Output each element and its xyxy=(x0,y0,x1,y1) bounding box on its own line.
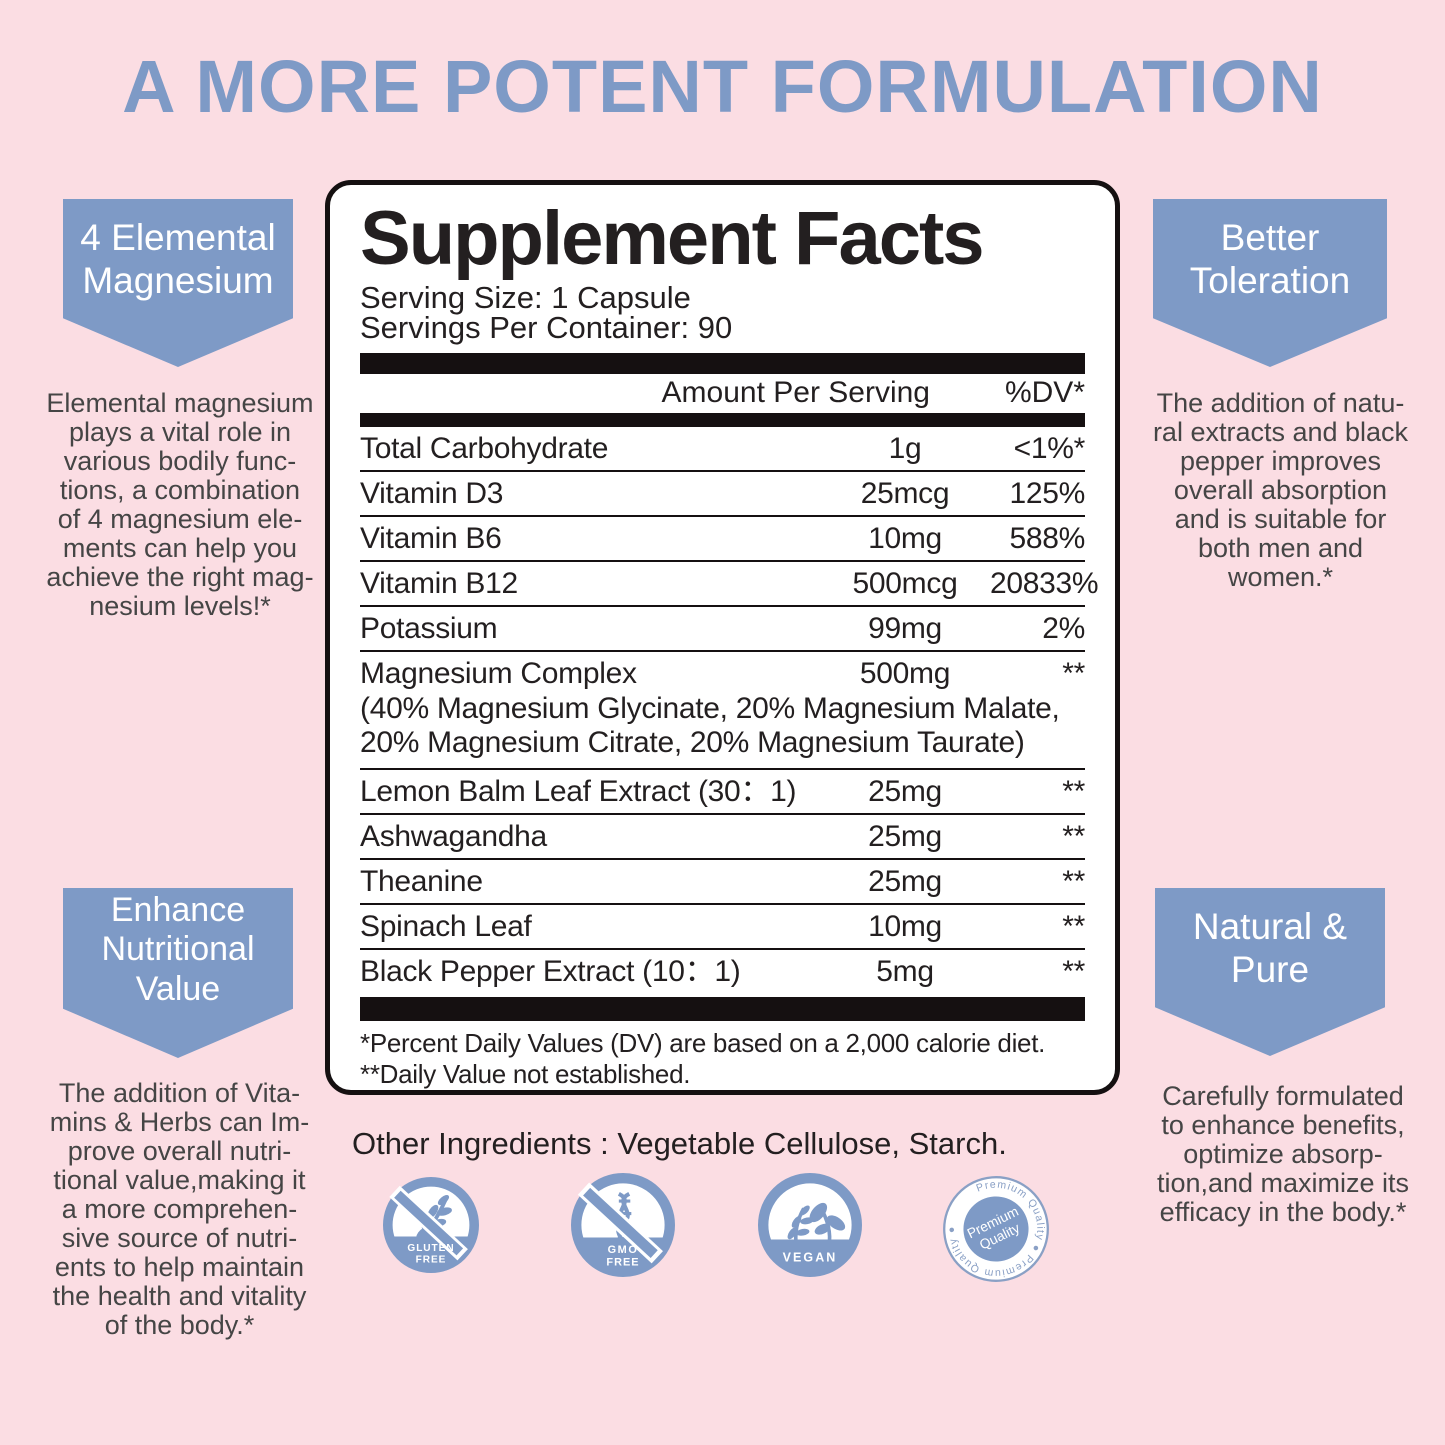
facts-row: Total Carbohydrate 1g <1%* xyxy=(360,427,1085,470)
ingredient-daily-value: 588% xyxy=(1009,522,1085,555)
vegan-icon: VEGAN xyxy=(758,1173,862,1277)
ribbon-enhance-nutritional-value: Enhance Nutritional Value xyxy=(63,888,293,1058)
facts-row: Black Pepper Extract (10：1) 5mg ** xyxy=(360,948,1085,993)
column-header-dv: %DV* xyxy=(1004,376,1085,409)
supplement-facts-panel: Supplement Facts Serving Size: 1 Capsule… xyxy=(325,180,1120,1095)
ingredient-amount: 500mg xyxy=(859,657,951,690)
ingredient-amount: 1g xyxy=(888,432,922,465)
ingredient-name: Vitamin B6 xyxy=(360,522,502,555)
ingredient-name: Vitamin D3 xyxy=(360,477,504,510)
ingredient-daily-value: ** xyxy=(1062,865,1085,898)
ingredient-amount: 25mg xyxy=(868,820,942,853)
slash-icon xyxy=(583,1187,658,1258)
gmo-free-icon: GMO FREE xyxy=(571,1173,675,1277)
ingredient-name: Black Pepper Extract (10：1) xyxy=(360,955,741,988)
ribbon-heading: Better Toleration xyxy=(1189,217,1351,301)
facts-row: Vitamin B12 500mcg 20833% xyxy=(360,560,1099,605)
facts-row: Lemon Balm Leaf Extract (30：1) 25mg ** xyxy=(360,768,1085,813)
facts-title: Supplement Facts xyxy=(360,196,985,281)
ingredient-daily-value: 20833% xyxy=(990,567,1099,600)
ingredient-note: (40% Magnesium Glycinate, 20% Magnesium … xyxy=(360,692,1060,759)
ingredient-daily-value: ** xyxy=(1062,955,1085,988)
column-header-amount: Amount Per Serving xyxy=(661,376,930,409)
ribbon-heading: 4 Elemental Magnesium xyxy=(80,217,276,301)
ingredient-amount: 25mg xyxy=(868,865,942,898)
ingredient-amount: 5mg xyxy=(876,955,934,988)
ingredient-daily-value: <1%* xyxy=(1013,432,1086,465)
paragraph-elemental-magnesium: Elemental magnesium plays a vital role i… xyxy=(46,388,314,621)
paragraph-better-toleration: The addition of natu- ral extracts and b… xyxy=(1152,388,1409,592)
svg-text:FREE: FREE xyxy=(416,1254,447,1265)
ingredient-amount: 99mg xyxy=(868,612,942,645)
footnotes: *Percent Daily Values (DV) are based on … xyxy=(360,1028,1085,1090)
facts-row: Potassium 99mg 2% xyxy=(360,605,1085,650)
facts-rows: Total Carbohydrate 1g <1%* Vitamin D3 25… xyxy=(360,427,1099,993)
ribbon-natural-and-pure: Natural & Pure xyxy=(1155,888,1385,1056)
gluten-free-badge: GLUTEN FREE xyxy=(383,1177,479,1273)
page-title: A MORE POTENT FORMULATION xyxy=(122,45,1323,128)
slash-icon xyxy=(394,1190,464,1256)
ingredient-name: Potassium xyxy=(360,612,498,645)
paragraph-nutritional-value: The addition of Vita- mins & Herbs can I… xyxy=(49,1078,310,1340)
ingredient-daily-value: ** xyxy=(1062,820,1085,853)
premium-quality-stamp-icon: Premium Quality ● Premium Quality ● Prem… xyxy=(941,1174,1051,1284)
ingredient-amount: 10mg xyxy=(868,910,942,943)
ingredient-name: Theanine xyxy=(360,865,483,898)
gmo-free-badge: GMO FREE xyxy=(571,1173,675,1277)
ingredient-amount: 25mcg xyxy=(860,477,950,510)
serving-size: Serving Size: 1 Capsule xyxy=(360,280,691,315)
ingredient-name: Vitamin B12 xyxy=(360,567,518,600)
ingredient-name: Magnesium Complex xyxy=(360,657,637,690)
divider-bar-bottom xyxy=(360,997,1085,1021)
ingredient-daily-value: 2% xyxy=(1042,612,1085,645)
vegan-badge: VEGAN xyxy=(758,1173,862,1277)
ribbon-4-elemental-magnesium: 4 Elemental Magnesium xyxy=(63,199,293,367)
ingredient-daily-value: ** xyxy=(1062,775,1085,808)
ingredient-name: Ashwagandha xyxy=(360,820,547,853)
leaves-icon xyxy=(787,1202,846,1249)
svg-text:VEGAN: VEGAN xyxy=(783,1250,838,1264)
ingredient-amount: 500mcg xyxy=(852,567,958,600)
facts-row: Theanine 25mg ** xyxy=(360,858,1085,903)
ingredient-daily-value: ** xyxy=(1062,910,1085,943)
ingredient-amount: 10mg xyxy=(868,522,942,555)
svg-text:GLUTEN: GLUTEN xyxy=(407,1243,454,1254)
divider-bar-header xyxy=(360,413,1085,427)
ingredient-name: Total Carbohydrate xyxy=(360,432,609,465)
gluten-free-icon: GLUTEN FREE xyxy=(383,1177,479,1273)
svg-text:GMO: GMO xyxy=(608,1244,639,1256)
ribbon-better-toleration: Better Toleration xyxy=(1153,199,1387,367)
facts-row: Ashwagandha 25mg ** xyxy=(360,813,1085,858)
other-ingredients: Other Ingredients : Vegetable Cellulose,… xyxy=(352,1126,1007,1161)
facts-row: Vitamin D3 25mcg 125% xyxy=(360,470,1085,515)
ingredient-daily-value: 125% xyxy=(1009,477,1085,510)
ingredient-daily-value: ** xyxy=(1062,657,1085,690)
facts-row: Spinach Leaf 10mg ** xyxy=(360,903,1085,948)
facts-row: Magnesium Complex 500mg ** (40% Magnesiu… xyxy=(360,650,1085,768)
facts-header-row: Amount Per Serving %DV* xyxy=(360,374,1085,413)
servings-per-container: Servings Per Container: 90 xyxy=(360,310,733,345)
premium-quality-badge: Premium Quality ● Premium Quality ● Prem… xyxy=(941,1174,1051,1284)
ingredient-name: Lemon Balm Leaf Extract (30：1) xyxy=(360,775,797,808)
divider-bar-top xyxy=(360,353,1085,374)
ribbon-heading: Enhance Nutritional Value xyxy=(101,890,255,1008)
footnote-daily-values: *Percent Daily Values (DV) are based on … xyxy=(360,1028,1046,1058)
ingredient-name: Spinach Leaf xyxy=(360,910,532,943)
ribbon-heading: Natural & Pure xyxy=(1192,906,1348,990)
paragraph-natural-pure: Carefully formulated to enhance benefits… xyxy=(1156,1081,1410,1227)
facts-row: Vitamin B6 10mg 588% xyxy=(360,515,1085,560)
svg-text:FREE: FREE xyxy=(606,1257,639,1269)
ingredient-amount: 25mg xyxy=(868,775,942,808)
footnote-dv-not-established: **Daily Value not established. xyxy=(360,1059,691,1089)
